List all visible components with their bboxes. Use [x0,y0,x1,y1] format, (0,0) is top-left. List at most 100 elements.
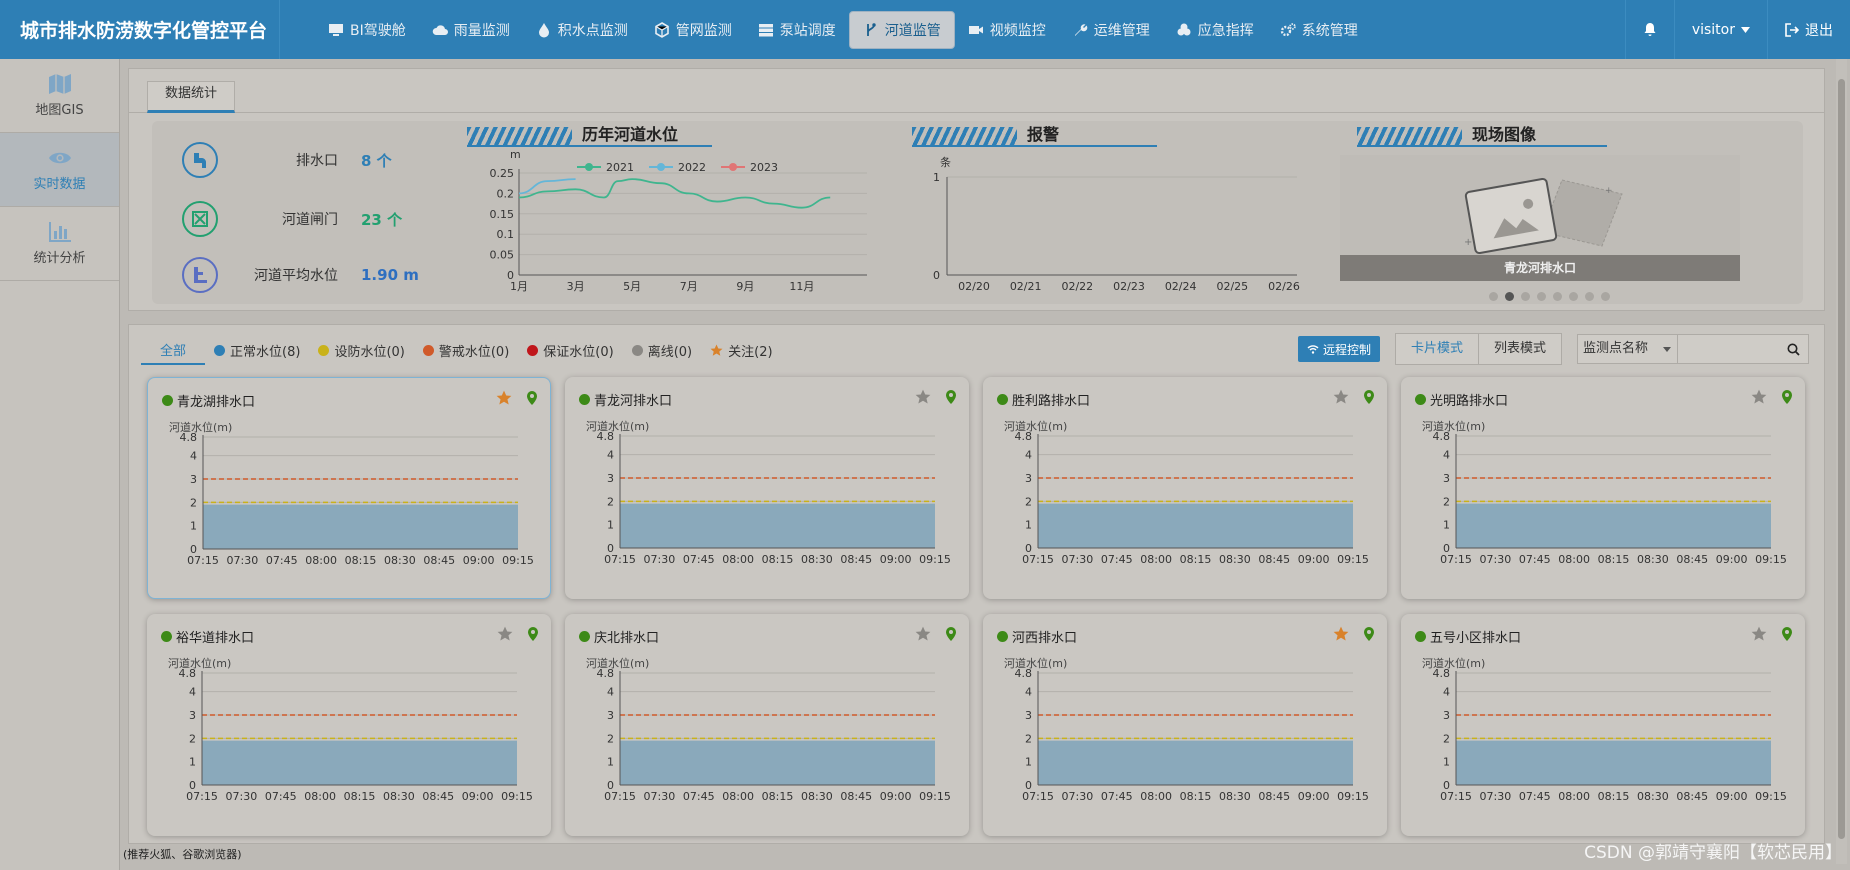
tab-data-stats[interactable]: 数据统计 [147,81,236,113]
filter-4[interactable]: 保证水位(0) [518,335,622,365]
star-icon[interactable] [1751,626,1767,642]
status-dot [527,344,539,356]
y-tick-label: 2 [1443,732,1450,745]
carousel-dot[interactable] [1489,292,1498,301]
nav-item-1[interactable]: 雨量监测 [419,11,523,49]
nav-item-5[interactable]: 河道监管 [848,10,955,49]
x-tick-label: 08:15 [762,790,794,803]
filter-5[interactable]: 离线(0) [623,335,701,365]
location-pin-icon[interactable] [945,389,957,405]
bell-button[interactable] [1624,0,1674,59]
card-level-chart: 0 1 2 3 4 4.8 07:15 07:30 07:45 08:00 08:15 08:30 08… [1433,430,1787,566]
location-pin-icon[interactable] [526,390,538,406]
x-tick-label: 07:30 [1480,553,1512,566]
carousel-dot[interactable] [1521,292,1530,301]
location-pin-icon[interactable] [1363,626,1375,642]
filter-2[interactable]: 设防水位(0) [309,335,413,365]
star-icon[interactable] [1333,626,1349,642]
nav-item-2[interactable]: 积水点监测 [523,11,641,49]
main-nav: BI驾驶舱 雨量监测 积水点监测 管网监测 泵站调度 河道监管 视频监控 运维管理 应急指挥 系统… [315,10,1371,49]
logout-button[interactable]: 退出 [1767,0,1850,59]
monitor-card[interactable]: 河西排水口 河道水位(m) 0 1 2 3 4 4.8 07:15 07:30 07:45 08:00… [983,614,1387,836]
filter-0[interactable]: 全部 [141,335,206,365]
star-icon[interactable] [915,389,931,405]
monitor-card[interactable]: 青龙河排水口 河道水位(m) 0 1 2 3 4 4.8 07:15 07:30 07:45 08:0… [565,377,969,599]
page-scrollbar[interactable] [1836,59,1847,864]
list-mode-button[interactable]: 列表模式 [1478,334,1561,364]
status-dot [997,631,1008,642]
monitor-card[interactable]: 裕华道排水口 河道水位(m) 0 1 2 3 4 4.8 07:15 07:30 07:45 08:0… [147,614,551,836]
monitor-card[interactable]: 光明路排水口 河道水位(m) 0 1 2 3 4 4.8 07:15 07:30 07:45 08:0… [1401,377,1805,599]
carousel-dot[interactable] [1505,292,1514,301]
card-y-axis-label: 河道水位(m) [1004,420,1068,433]
user-menu[interactable]: visitor [1673,0,1767,59]
location-pin-icon[interactable] [945,626,957,642]
x-tick-label: 07:15 [1022,790,1054,803]
filter-6[interactable]: 关注(2) [701,335,781,365]
remote-control-button[interactable]: 远程控制 [1297,336,1380,362]
status-dot [997,394,1008,405]
monitor-card[interactable]: 五号小区排水口 河道水位(m) 0 1 2 3 4 4.8 07:15 07:30 07:45 08:… [1401,614,1805,836]
sidebar-item-label: 地图GIS [35,103,84,118]
y-tick-label: 0 [1025,542,1032,555]
nav-item-0[interactable]: BI驾驶舱 [315,11,419,49]
star-icon[interactable] [496,390,512,406]
filter-1[interactable]: 正常水位(8) [205,335,309,365]
star-icon[interactable] [915,626,931,642]
sidebar-item-gis[interactable]: 地图GIS [0,59,119,133]
sidebar-item-realtime[interactable]: 实时数据 [0,133,119,207]
y-tick-label: 4.8 [179,667,197,680]
monitor-card[interactable]: 青龙湖排水口 河道水位(m) 0 1 2 3 4 4.8 07:15 07:30 07:45 08:0… [147,377,551,599]
nav-item-7[interactable]: 运维管理 [1059,11,1163,49]
card-y-axis-label: 河道水位(m) [1422,657,1486,670]
nav-item-3[interactable]: 管网监测 [641,11,745,49]
nav-item-4[interactable]: 泵站调度 [745,11,849,49]
card-header: 青龙河排水口 [579,390,672,409]
y-tick-label: 4 [190,450,197,463]
star-icon[interactable] [1751,389,1767,405]
carousel-dot[interactable] [1569,292,1578,301]
star-icon[interactable] [1333,389,1349,405]
filter-label: 全部 [160,343,187,359]
y-tick-label: 1 [1443,756,1450,769]
x-tick-label: 07:45 [1101,790,1133,803]
x-tick-label: 09:15 [1755,553,1787,566]
search-icon [1787,343,1800,356]
carousel-dot[interactable] [1585,292,1594,301]
card-actions [915,626,957,642]
location-pin-icon[interactable] [1781,389,1793,405]
monitor-card[interactable]: 胜利路排水口 河道水位(m) 0 1 2 3 4 4.8 07:15 07:30 07:45 08:0… [983,377,1387,599]
search-field-select[interactable]: 监测点名称 [1578,335,1678,363]
x-tick-label: 09:15 [919,553,951,566]
sidebar-item-analysis[interactable]: 统计分析 [0,207,119,281]
search-input[interactable] [1678,335,1778,363]
monitor-card[interactable]: 庆北排水口 河道水位(m) 0 1 2 3 4 4.8 07:15 07:30 07:45 08:00… [565,614,969,836]
y-tick-label: 0 [607,779,614,792]
location-pin-icon[interactable] [1781,626,1793,642]
location-pin-icon[interactable] [1363,389,1375,405]
star-icon[interactable] [497,626,513,642]
carousel-dot[interactable] [1553,292,1562,301]
card-y-axis-label: 河道水位(m) [169,421,233,434]
filter-3[interactable]: 警戒水位(0) [414,335,518,365]
level-area [1038,503,1353,548]
svg-text:+: + [1605,186,1613,196]
nav-item-label: 泵站调度 [779,22,836,39]
nav-item-8[interactable]: 应急指挥 [1163,11,1267,49]
card-header: 胜利路排水口 [997,390,1090,409]
card-mode-button[interactable]: 卡片模式 [1395,334,1479,364]
carousel-dot[interactable] [1601,292,1610,301]
nav-item-9[interactable]: 系统管理 [1267,11,1371,49]
card-title: 青龙湖排水口 [177,395,256,410]
eye-icon [48,152,71,164]
scroll-thumb[interactable] [1838,79,1845,839]
y-unit-label: m [510,148,521,161]
site-photo[interactable]: + + 青龙河排水口 [1340,155,1740,281]
x-tick-label: 09:15 [1755,790,1787,803]
nav-item-6[interactable]: 视频监控 [955,11,1059,49]
location-pin-icon[interactable] [527,626,539,642]
kpi-avg-level: 河道平均水位 1.90 m [182,257,419,293]
search-button[interactable] [1778,335,1808,363]
carousel-dot[interactable] [1537,292,1546,301]
caret-down-icon [1663,346,1671,352]
